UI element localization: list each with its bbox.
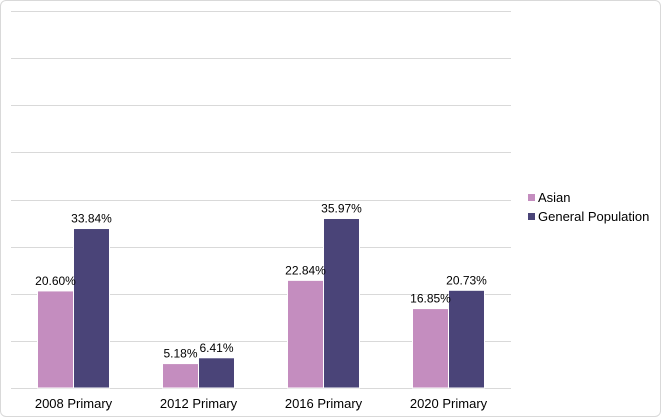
data-label-asian: 5.18% <box>163 347 197 361</box>
bar-general-population <box>73 228 110 389</box>
legend-label-asian: Asian <box>538 190 571 205</box>
data-label-general-population: 6.41% <box>199 341 233 355</box>
bar-asian <box>37 290 74 389</box>
category-labels: 2008 Primary 2012 Primary 2016 Primary 2020… <box>35 396 488 411</box>
bars <box>37 217 485 389</box>
data-labels: 20.60% 33.84% 5.18% 6.41% 22.84% 35.97% 16.85%… <box>35 201 487 360</box>
category-label: 2012 Primary <box>160 396 238 411</box>
bar-general-population <box>323 217 360 389</box>
category-label: 2016 Primary <box>285 396 363 411</box>
data-label-asian: 22.84% <box>285 263 326 277</box>
data-label-asian: 20.60% <box>35 274 76 288</box>
data-label-general-population: 20.73% <box>446 273 487 287</box>
data-label-general-population: 33.84% <box>71 212 112 226</box>
category-label: 2008 Primary <box>35 396 113 411</box>
legend-swatch-general-population <box>528 213 535 220</box>
bar-asian <box>412 308 449 389</box>
legend-label-general-population: General Population <box>538 209 649 224</box>
data-label-asian: 16.85% <box>410 292 451 306</box>
bar-general-population <box>198 357 235 389</box>
legend: Asian General Population <box>528 190 649 224</box>
legend-swatch-asian <box>528 194 535 201</box>
bar-asian <box>287 279 324 389</box>
data-label-general-population: 35.97% <box>321 201 362 215</box>
bar-general-population <box>448 289 485 389</box>
bar-asian <box>162 363 199 389</box>
category-label: 2020 Primary <box>410 396 488 411</box>
